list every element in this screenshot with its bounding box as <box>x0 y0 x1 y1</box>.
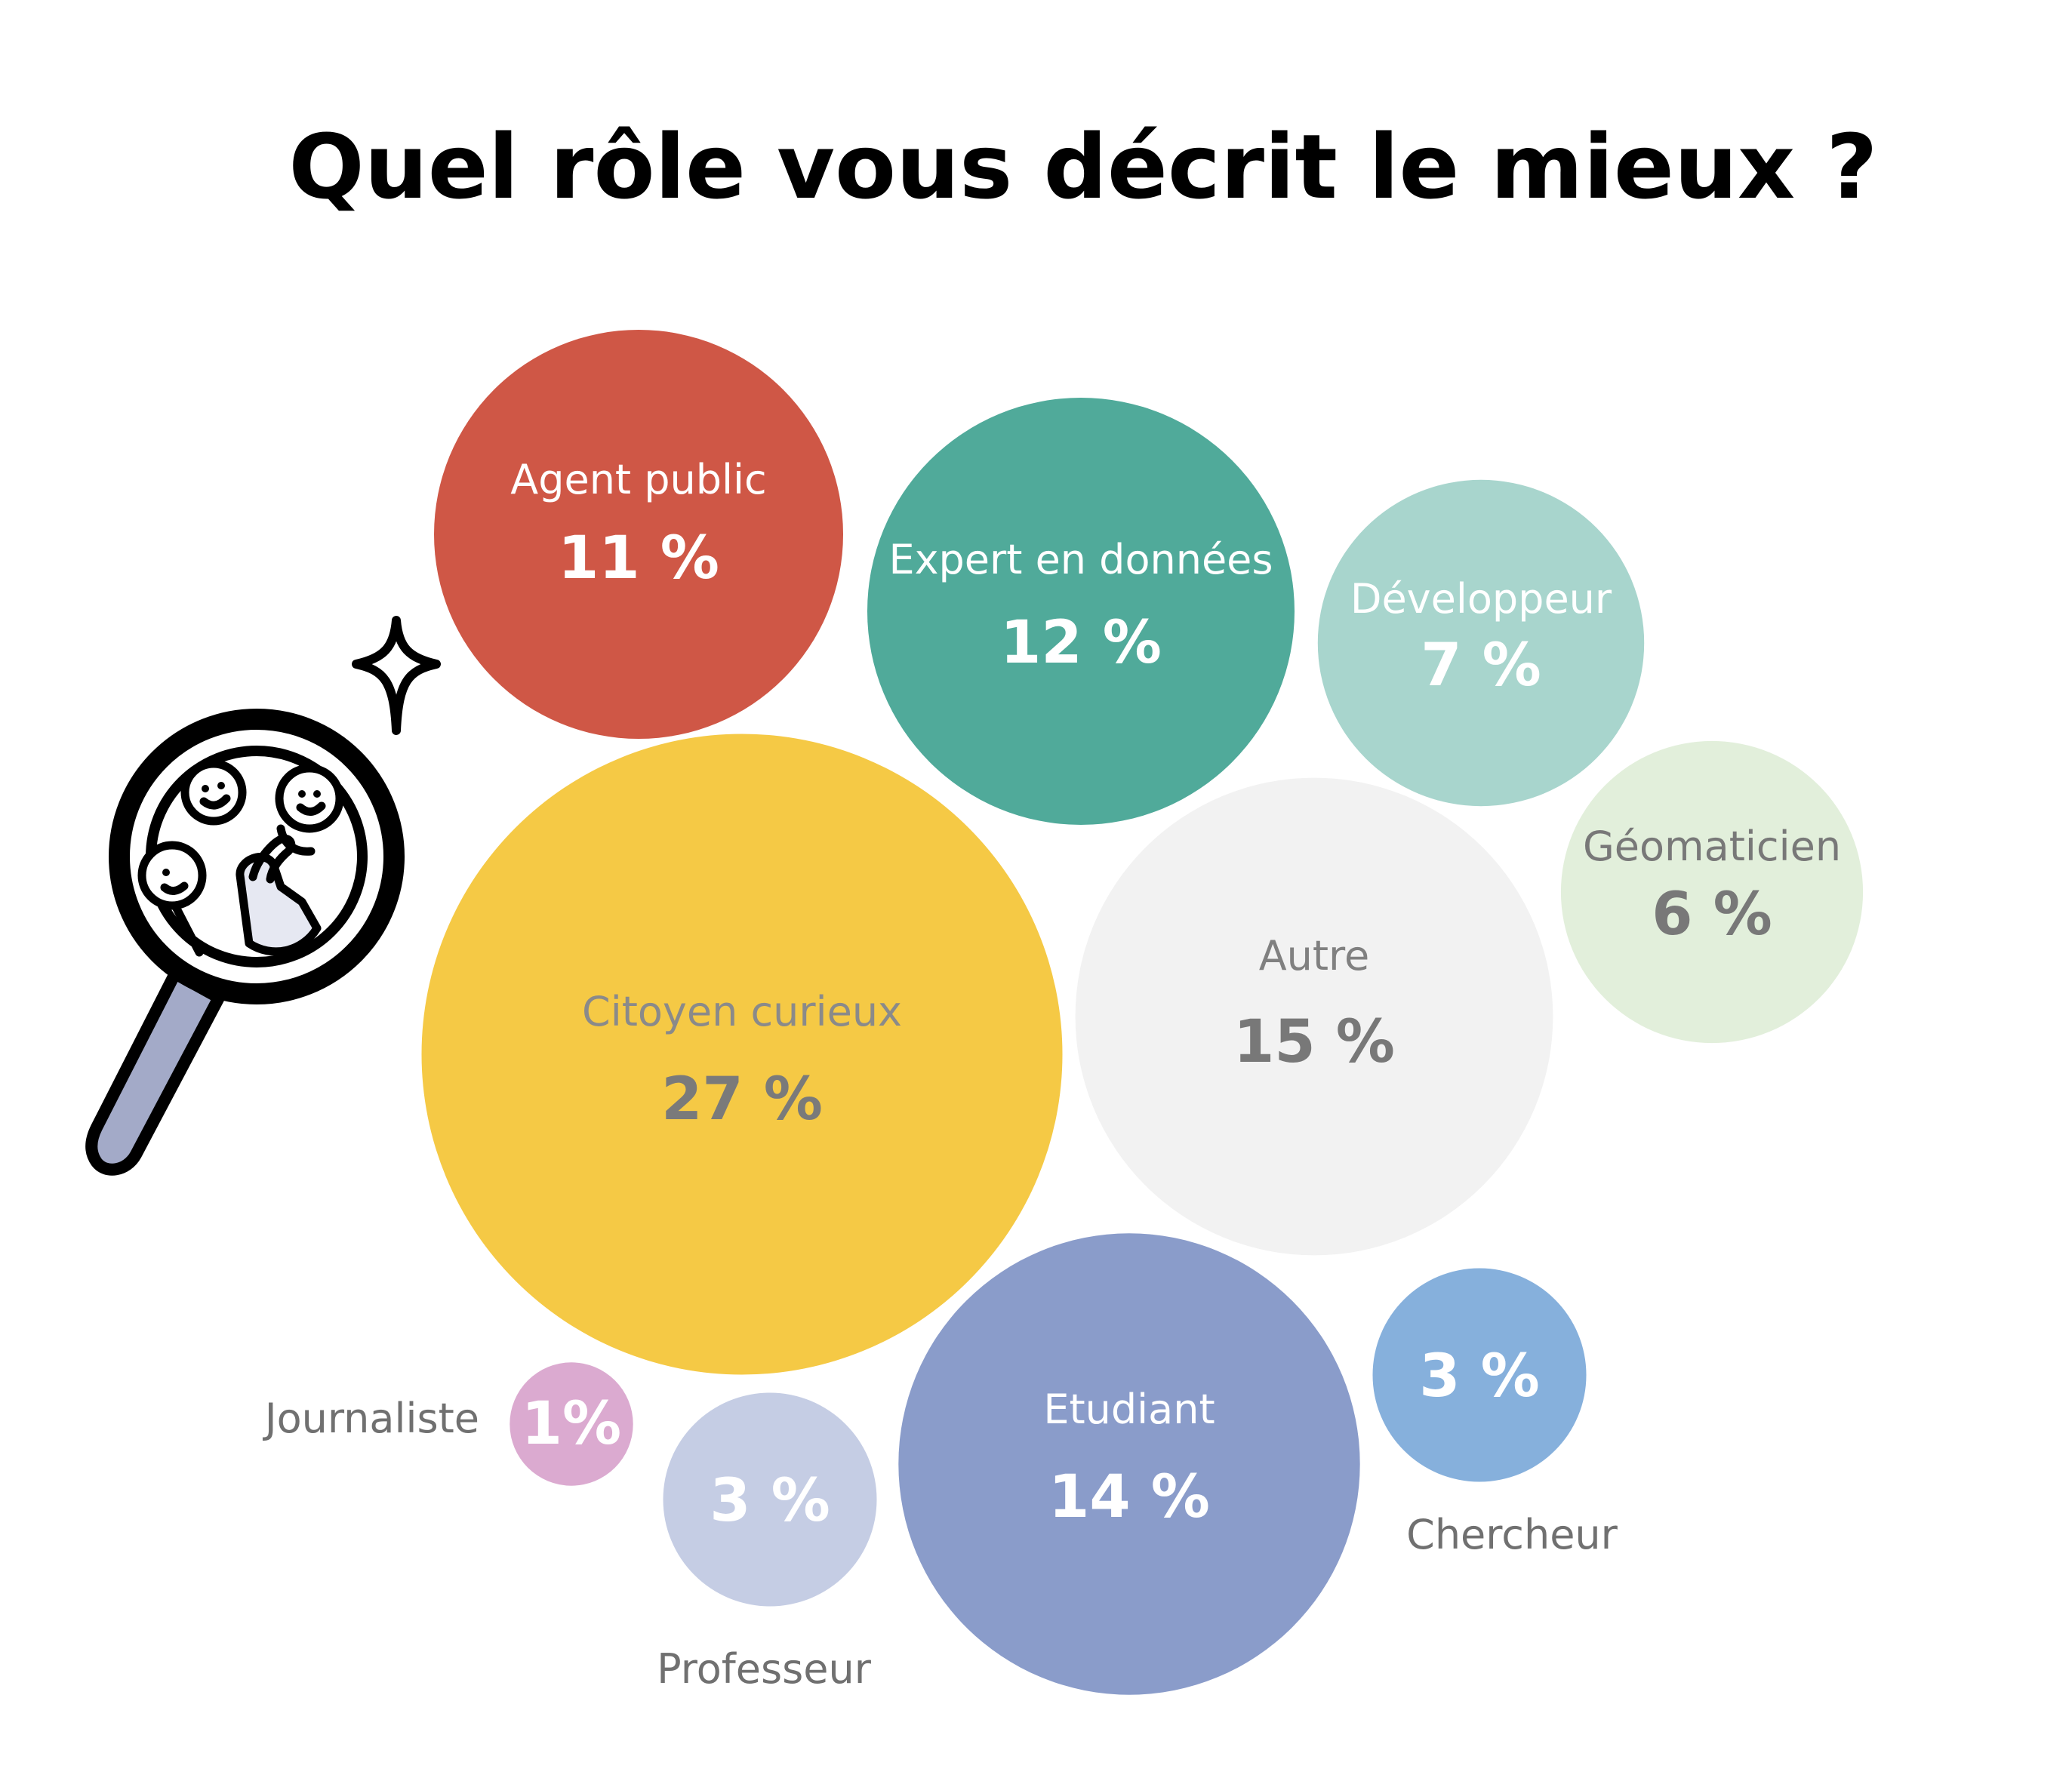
sparkle-icon <box>352 616 441 735</box>
bubble-value-agent-public: 11 % <box>558 524 719 592</box>
bubble-autre <box>1075 777 1553 1256</box>
chart-title: Quel rôle vous décrit le mieux ? <box>288 115 1877 219</box>
bubble-value-professeur: 3 % <box>710 1467 830 1535</box>
outside-label-chercheur: Chercheur <box>1406 1511 1618 1558</box>
bubble-label-developpeur: Développeur <box>1350 575 1612 623</box>
bubble-geomaticien <box>1560 740 1864 1044</box>
magnifier-handle <box>85 967 225 1176</box>
bubble-value-citoyen-curieux: 27 % <box>661 1066 823 1134</box>
bubble-agent-public <box>434 330 843 739</box>
bubble-label-expert-en-donnees: Expert en données <box>888 536 1273 583</box>
bubble-citoyen-curieux <box>421 734 1063 1375</box>
outside-labels: Journaliste Professeur Chercheur <box>263 1395 1618 1693</box>
magnifying-glass-people-icon <box>85 616 441 1176</box>
bubble-journaliste <box>510 1362 633 1486</box>
bubble-value-chercheur: 3 % <box>1419 1343 1540 1410</box>
bubble-value-developpeur: 7 % <box>1421 632 1541 700</box>
bubble-label-etudiant: Etudiant <box>1043 1386 1215 1433</box>
bubble-value-journaliste: 1% <box>522 1390 621 1458</box>
bubble-value-expert-en-donnees: 12 % <box>1000 609 1162 677</box>
bubble-label-autre: Autre <box>1259 932 1370 980</box>
bubble-professeur <box>663 1392 877 1607</box>
bubble-chercheur <box>1372 1268 1587 1482</box>
outside-label-journaliste: Journaliste <box>263 1395 479 1442</box>
bubble-expert-en-donnees <box>867 398 1295 825</box>
bubble-label-geomaticien: Géomaticien <box>1583 823 1841 870</box>
bubbles: Agent public 11 % Expert en données 12 % Dév… <box>421 330 1864 1695</box>
people-in-lens <box>137 759 344 957</box>
bubble-label-agent-public: Agent public <box>510 456 766 503</box>
bubble-value-etudiant: 14 % <box>1048 1463 1210 1531</box>
bubble-label-citoyen-curieux: Citoyen curieux <box>582 988 902 1035</box>
outside-label-professeur: Professeur <box>657 1645 872 1693</box>
bubble-value-geomaticien: 6 % <box>1652 881 1772 949</box>
bubble-developpeur <box>1317 479 1645 807</box>
bubble-value-autre: 15 % <box>1233 1008 1395 1076</box>
bubble-etudiant <box>898 1233 1360 1695</box>
